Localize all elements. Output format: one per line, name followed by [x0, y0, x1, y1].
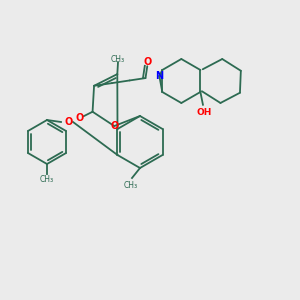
- Text: O: O: [110, 121, 118, 131]
- Text: O: O: [144, 57, 152, 67]
- Text: N: N: [155, 71, 164, 81]
- Text: CH₃: CH₃: [40, 175, 54, 184]
- Text: O: O: [76, 113, 84, 123]
- Text: O: O: [65, 117, 73, 127]
- Text: CH₃: CH₃: [111, 55, 125, 64]
- Text: OH: OH: [196, 108, 212, 117]
- Text: CH₃: CH₃: [124, 181, 138, 190]
